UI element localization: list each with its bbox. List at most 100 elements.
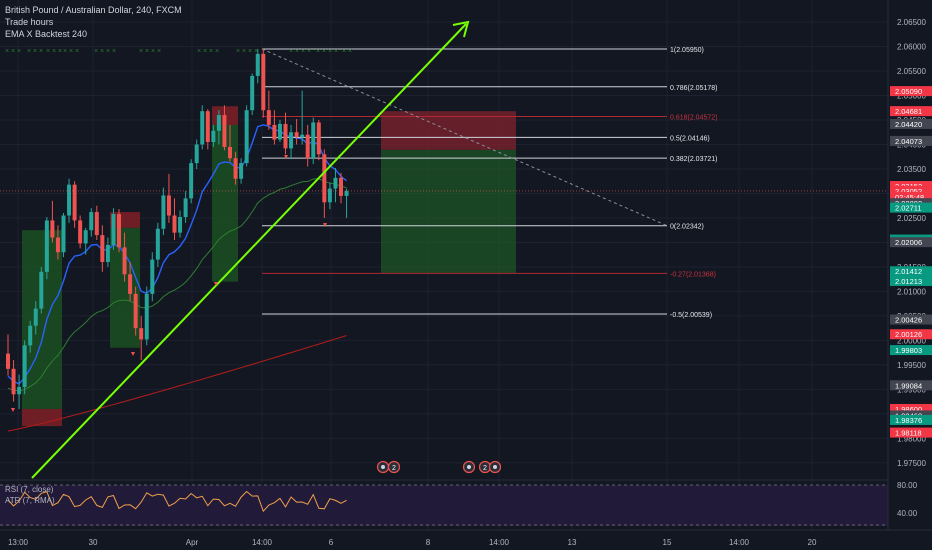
price-tag (890, 275, 932, 286)
signal-marker: × (209, 48, 213, 55)
candle-body (111, 214, 116, 245)
x-tick-label: 15 (663, 538, 672, 547)
price-tag-label: 2.01213 (895, 277, 922, 286)
candle-body (61, 215, 66, 253)
signal-marker: × (203, 48, 207, 55)
time-axis[interactable]: 13:00 30 Apr 14:00 6 8 14:00 13 15 14:00 20 (0, 529, 932, 547)
signal-marker: × (75, 48, 79, 55)
signal-marker: × (254, 48, 258, 55)
sell-signal-arrow (284, 155, 288, 159)
y-tick-label: 2.05500 (897, 67, 926, 76)
candle-body (327, 188, 332, 203)
candle-body (50, 220, 55, 238)
candle-body (294, 132, 299, 138)
price-tag-label: 1.99084 (895, 381, 922, 390)
candle-body (316, 122, 321, 155)
price-tag-label: 2.05090 (895, 87, 922, 96)
atr-legend[interactable]: ATR (7, RMA) (5, 496, 55, 505)
candle-body (211, 130, 216, 143)
x-tick-label: Apr (186, 538, 199, 547)
signal-marker: × (139, 48, 143, 55)
price-tag-label: 1.98118 (895, 429, 922, 438)
candle-body (261, 53, 266, 111)
candle-body (122, 247, 127, 275)
fib-level-label: 0.618(2.04572) (670, 114, 717, 121)
event-marker-count: 2 (392, 465, 396, 472)
x-tick-label: 14:00 (252, 538, 273, 547)
position-stop-zone (381, 111, 516, 150)
candle-body (44, 220, 49, 272)
x-tick-label: 8 (426, 538, 431, 547)
signal-marker: × (295, 48, 299, 55)
candle-body (17, 386, 22, 395)
signal-marker: × (157, 48, 161, 55)
signal-marker: × (197, 48, 201, 55)
candle-body (333, 177, 338, 189)
signal-marker: × (63, 48, 67, 55)
price-tag (890, 403, 932, 414)
legend-trade-hours[interactable]: Trade hours (5, 17, 54, 27)
event-marker-icon (387, 460, 401, 474)
price-tag-label: 1.98600 (895, 405, 922, 414)
price-tag (890, 414, 932, 425)
sell-signal-arrow (11, 408, 15, 412)
candle-body (277, 123, 282, 140)
signal-marker: × (151, 48, 155, 55)
price-tag (890, 192, 932, 203)
candle-body (117, 214, 121, 248)
price-tag (890, 345, 932, 356)
candlesticks (6, 48, 349, 409)
candle-body (78, 220, 83, 244)
signal-marker: × (33, 48, 37, 55)
signal-marker: × (100, 48, 104, 55)
signal-marker: × (46, 48, 50, 55)
candle-body (305, 134, 310, 159)
rsi-legend[interactable]: RSI (7, close) (5, 485, 54, 494)
trend-line (31, 23, 467, 479)
candle-body (200, 111, 205, 145)
candle-body (89, 212, 94, 231)
backtest-win-zone (22, 230, 62, 409)
candle-body (100, 235, 105, 263)
candle-body (155, 228, 160, 260)
candle-body (339, 177, 343, 196)
price-tag (890, 106, 932, 117)
candle-body (183, 198, 188, 217)
price-tag (890, 380, 932, 391)
signal-marker: × (215, 48, 219, 55)
price-tag-label: 2.01412 (895, 267, 922, 276)
fib-level-label: 0(2.02342) (670, 224, 704, 231)
symbol-title[interactable]: British Pound / Australian Dollar, 240, … (5, 5, 182, 15)
signal-marker: × (334, 48, 338, 55)
fib-level-label: 1(2.05950) (670, 47, 704, 54)
signal-marker: × (242, 48, 246, 55)
legend-ema-backtest[interactable]: EMA X Backtest 240 (5, 29, 88, 39)
signal-marker: × (248, 48, 252, 55)
candle-body (222, 115, 227, 147)
price-tag-label: 2.03052 (895, 187, 922, 196)
y-tick-label: 1.99500 (897, 361, 926, 370)
price-tag (890, 185, 932, 196)
ema-slow-line (7, 178, 347, 392)
price-axis[interactable]: 2.065002.060002.055002.050002.045002.040… (887, 0, 932, 530)
price-tag-label: 2.02006 (895, 238, 922, 247)
candle-body (133, 293, 138, 329)
y-tick-label: 1.97500 (897, 459, 926, 468)
x-tick-label: 20 (808, 538, 817, 547)
rsi-level-label: 80.00 (897, 481, 918, 490)
candle-body (144, 293, 149, 340)
candle-body (205, 111, 210, 143)
signal-marker: × (316, 48, 320, 55)
x-tick-label: 14:00 (729, 538, 750, 547)
price-tag-label: 2.02711 (895, 204, 922, 213)
y-tick-label: 2.02500 (897, 214, 926, 223)
candle-body (11, 368, 16, 395)
candle-body (6, 353, 10, 369)
y-tick-label: 2.06000 (897, 43, 926, 52)
price-tag-label: 1.98376 (895, 416, 922, 425)
candle-body (150, 259, 155, 294)
candle-body (105, 244, 110, 263)
signal-marker: × (5, 48, 9, 55)
